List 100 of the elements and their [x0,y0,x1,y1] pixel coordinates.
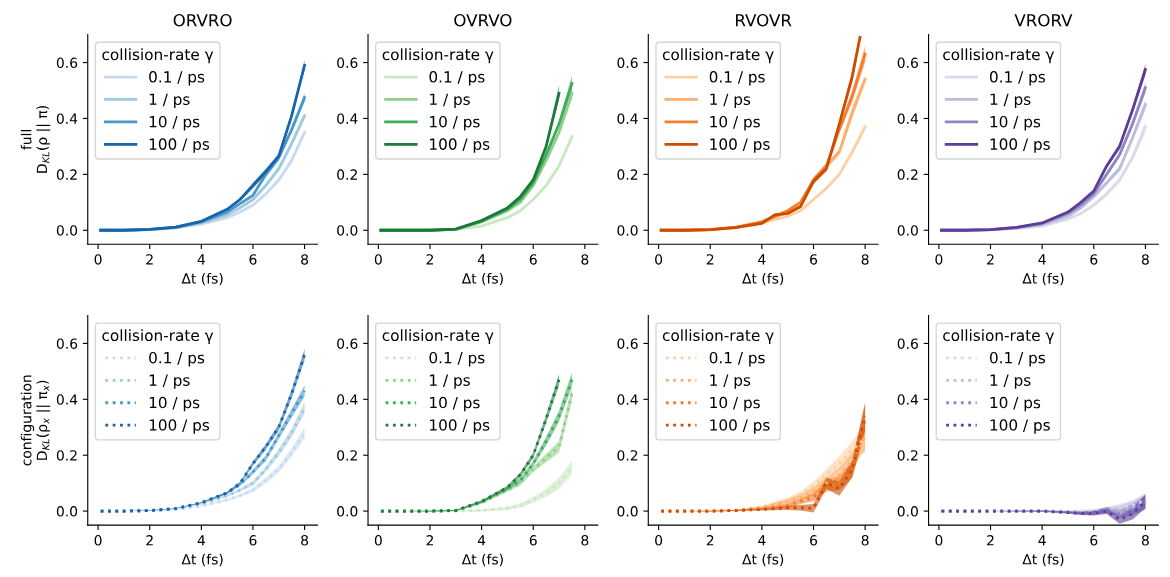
x-tick-label: 6 [249,254,257,265]
y-tick-label: 0.2 [337,450,357,461]
x-axis-title: Δt (fs) [181,272,223,286]
x-tick-label: 2 [987,254,994,265]
legend-label: 0.1 / ps [709,71,765,86]
x-tick-label: 8 [1141,535,1149,546]
x-tick-label: 0 [374,254,382,265]
chart-title: VRORV [1014,13,1073,27]
y-tick-label: 0.2 [617,169,638,180]
chart-title: ORVRO [173,13,232,27]
y-tick-label: 0.6 [337,57,358,69]
legend-label: 100 / ps [990,419,1050,434]
legend-label: 1 / ps [430,93,470,109]
legend-label: 1 / ps [149,374,190,389]
legend-label: 100 / ps [710,419,770,434]
y-tick-label: 0.6 [897,57,918,69]
y-tick-label: 0.4 [56,394,78,405]
y-tick-label: 0.6 [337,338,358,349]
x-tick-label: 0 [94,535,102,546]
y-tick-label: 0.0 [337,506,358,517]
legend-label: 10 / ps [990,396,1041,412]
legend-label: 0.1 / ps [429,71,485,86]
x-tick-label: 8 [301,254,309,265]
y-tick-label: 0.2 [337,169,357,180]
legend-title: collision-rate γ [662,48,774,64]
legend-label: 0.1 / ps [149,71,205,86]
chart-title: RVOVR [736,13,792,27]
legend-label: 10 / ps [710,396,760,412]
legend-title: collision-rate γ [382,329,494,345]
x-axis-title: Δt (fs) [742,553,784,567]
legend-label: 100 / ps [990,138,1050,153]
legend-label: 0.1 / ps [989,351,1046,367]
x-tick-label: 6 [1090,254,1098,265]
x-tick-label: 8 [581,254,589,265]
y-tick-label: 0.0 [897,506,918,517]
x-tick-label: 4 [1038,254,1046,265]
x-tick-label: 4 [1038,535,1046,546]
y-tick-label: 0.4 [617,113,638,124]
x-tick-label: 4 [758,535,766,546]
x-tick-label: 6 [529,535,537,546]
legend-label: 10 / ps [149,396,200,412]
y-tick-label: 0.6 [617,57,638,69]
x-axis-title: Δt (fs) [1022,553,1064,567]
legend-label: 1 / ps [430,374,470,389]
legend-label: 0.1 / ps [429,351,485,367]
legend-label: 100 / ps [149,138,210,153]
y-tick-label: 0.6 [897,338,918,349]
legend-title: collision-rate γ [943,329,1055,345]
legend-label: 100 / ps [710,138,770,153]
x-tick-label: 2 [146,535,153,546]
legend-label: 100 / ps [430,138,490,153]
legend-label: 0.1 / ps [709,351,765,367]
y-tick-label: 0.0 [617,506,638,517]
x-tick-label: 2 [706,254,714,265]
y-axis-title: configuration D$_{KL}$(ρ$_{x}$ || π$_{x}$) [20,375,51,466]
x-tick-label: 6 [529,254,537,265]
y-tick-label: 0.2 [56,169,77,180]
legend-label: 1 / ps [710,93,751,109]
x-tick-label: 6 [249,535,257,546]
x-tick-label: 4 [197,254,205,265]
legend-label: 1 / ps [990,374,1031,389]
y-tick-label: 0.4 [337,113,358,124]
x-tick-label: 4 [197,535,205,546]
x-tick-label: 6 [810,535,818,546]
x-axis-title: Δt (fs) [181,553,223,567]
y-tick-label: 0.2 [56,450,77,461]
legend-label: 100 / ps [430,419,490,434]
x-tick-label: 2 [426,535,433,546]
y-tick-label: 0.4 [897,394,919,405]
x-axis-title: Δt (fs) [1022,272,1064,286]
x-tick-label: 4 [477,535,486,546]
y-tick-label: 0.4 [56,113,78,124]
y-tick-label: 0.4 [617,394,638,405]
y-tick-label: 0.0 [56,225,78,236]
y-tick-label: 0.2 [897,450,918,461]
x-tick-label: 4 [477,254,486,265]
legend-title: collision-rate γ [102,48,214,64]
y-tick-label: 0.2 [897,169,918,180]
y-tick-label: 0.6 [617,338,638,349]
x-tick-label: 0 [94,254,102,265]
legend-title: collision-rate γ [382,48,494,64]
y-tick-label: 0.4 [897,113,919,124]
legend-label: 10 / ps [430,396,480,412]
x-tick-label: 0 [935,254,943,265]
x-axis-title: Δt (fs) [461,553,503,567]
x-tick-label: 8 [581,535,589,546]
x-axis-title: Δt (fs) [742,272,784,286]
legend-label: 100 / ps [149,419,210,434]
legend-title: collision-rate γ [662,329,774,345]
x-tick-label: 2 [987,535,994,546]
chart-title: OVRVO [454,13,512,27]
y-tick-label: 0.0 [617,225,638,236]
legend-title: collision-rate γ [943,48,1055,64]
y-tick-label: 0.2 [617,450,638,461]
legend-label: 1 / ps [149,93,190,109]
x-tick-label: 8 [861,535,869,546]
legend-label: 10 / ps [710,115,760,131]
y-tick-label: 0.0 [337,225,358,236]
y-tick-label: 0.6 [56,57,78,69]
x-tick-label: 0 [374,535,382,546]
